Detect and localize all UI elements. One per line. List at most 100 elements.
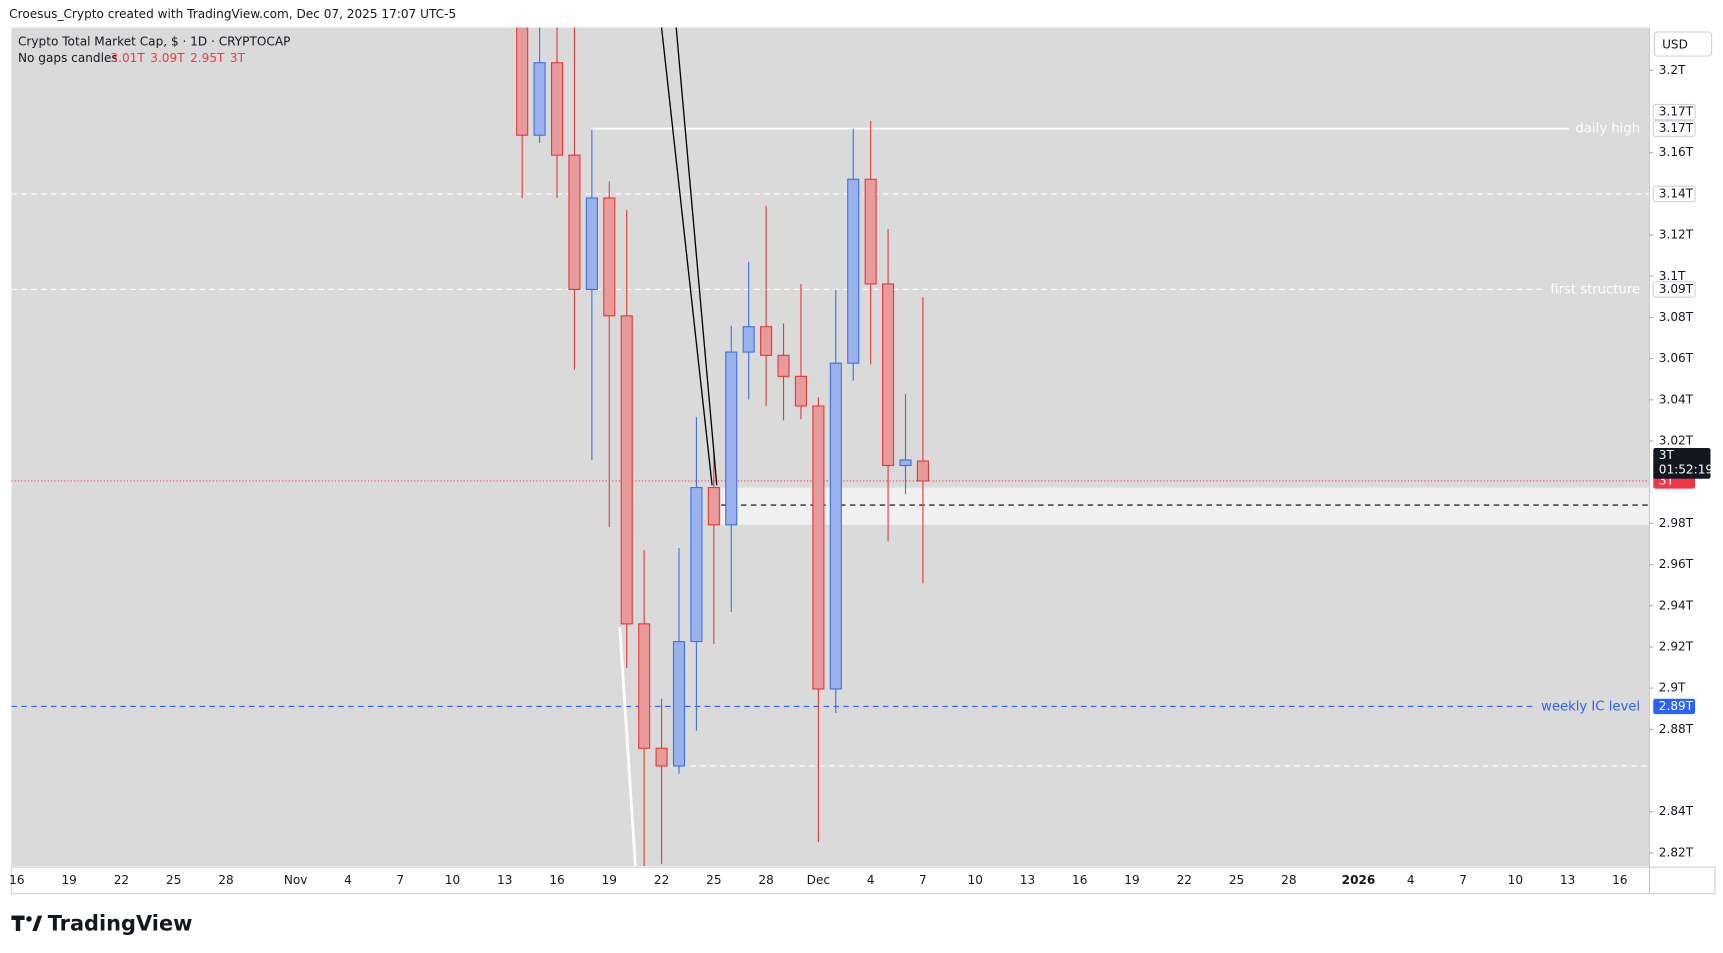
y-tick-label: 2.94T: [1659, 598, 1694, 612]
x-tick-label: 4: [344, 873, 352, 887]
x-tick-label: 19: [61, 873, 76, 887]
x-tick-label: 2026: [1342, 873, 1376, 887]
x-tick-label: 10: [1508, 873, 1523, 887]
y-tick-label: 2.92T: [1659, 639, 1694, 653]
price-badge-label: 3.17T: [1659, 105, 1694, 119]
x-tick-label: 16: [1072, 873, 1087, 887]
candle-body: [516, 27, 529, 136]
chart-title: Crypto Total Market Cap, $ · 1D · CRYPTO…: [18, 34, 290, 48]
candle-body: [568, 154, 581, 291]
candle-body: [777, 354, 790, 377]
x-tick-label: 28: [1281, 873, 1296, 887]
y-tick-label: 2.98T: [1659, 516, 1694, 530]
candle-body: [585, 197, 598, 291]
price-badge: [1652, 103, 1696, 121]
price-badge-label: 3.17T: [1659, 121, 1694, 135]
x-tick-label: 10: [445, 873, 460, 887]
drawings: [618, 27, 718, 867]
x-tick-label: 13: [1560, 873, 1575, 887]
axes: 2.82T 2.84T 2.88T 2.9T 2.92T 2.94T 2.96T 2.98T 3…: [9, 63, 1713, 887]
candle-body: [655, 747, 668, 767]
x-tick-label: 4: [867, 873, 875, 887]
legend-value: 2.95T: [190, 51, 225, 65]
candle-body: [760, 326, 773, 356]
candles: [516, 27, 929, 867]
candle-body: [864, 178, 877, 285]
candle-body: [916, 460, 929, 482]
y-tick-label: 3.2T: [1659, 63, 1686, 77]
candle-body: [690, 487, 703, 643]
legend-value: 3.01T: [110, 51, 145, 65]
levels: [11, 127, 1649, 767]
candle-body: [794, 375, 808, 407]
x-tick-label: 13: [1020, 873, 1035, 887]
x-tick-label: 7: [919, 873, 927, 887]
price-axis-background: [1649, 27, 1715, 867]
y-tick-label: 3.1T: [1659, 269, 1686, 283]
price-badge: [1652, 281, 1696, 298]
x-tick-label: 25: [1229, 873, 1244, 887]
brand-logo: [11, 915, 43, 931]
x-tick-label: 13: [497, 873, 512, 887]
price-badge: [1652, 185, 1696, 203]
candle-body: [882, 283, 895, 467]
candle-body: [638, 623, 651, 749]
countdown: 01:52:19: [1659, 462, 1713, 476]
time-axis-background: [10, 866, 1716, 895]
x-tick-label: 22: [114, 873, 129, 887]
x-tick-label: 7: [396, 873, 404, 887]
price-badge: [1652, 120, 1696, 137]
candle-body: [603, 197, 616, 317]
x-tick-label: 16: [549, 873, 564, 887]
x-tick-label: 28: [218, 873, 233, 887]
candle-body: [707, 487, 720, 526]
y-tick-label: 3.02T: [1659, 434, 1694, 448]
candle-body: [672, 641, 686, 767]
countdown-price: 3T: [1659, 448, 1675, 462]
attribution: Croesus_Crypto created with TradingView.…: [9, 7, 456, 21]
trend-line: [675, 27, 718, 486]
candle-body: [550, 62, 564, 156]
y-tick-label: 3.08T: [1659, 310, 1694, 324]
candle-body: [742, 326, 755, 353]
level-label: daily high: [1576, 122, 1641, 137]
x-tick-label: 16: [9, 873, 24, 887]
candle-body: [829, 362, 842, 690]
x-tick-label: 25: [166, 873, 181, 887]
countdown-badge: [1653, 447, 1711, 479]
trend-line: [618, 627, 637, 867]
currency[interactable]: USD: [1662, 38, 1688, 52]
x-tick-label: 22: [654, 873, 669, 887]
x-tick-label: 19: [1124, 873, 1139, 887]
y-tick-label: 3.04T: [1659, 392, 1694, 406]
x-tick-label: 7: [1459, 873, 1467, 887]
candle-body: [812, 405, 825, 690]
candle-body: [899, 459, 912, 467]
currency-box[interactable]: [1653, 31, 1713, 57]
y-tick-label: 2.96T: [1659, 557, 1694, 571]
price-badge-label: 3.14T: [1659, 186, 1694, 200]
chart-subtitle: No gaps candles: [18, 51, 118, 65]
x-tick-label: 19: [602, 873, 617, 887]
zone: [721, 487, 1649, 525]
x-tick-label: 4: [1407, 873, 1415, 887]
x-tick-label: 28: [758, 873, 773, 887]
candle-body: [725, 351, 738, 526]
y-tick-label: 3.12T: [1659, 228, 1694, 242]
trend-line: [660, 27, 713, 486]
level-label: first structure: [1550, 282, 1640, 297]
y-tick-label: 3.06T: [1659, 351, 1694, 365]
y-tick-label: 2.9T: [1659, 681, 1686, 695]
price-badge-label: 3.09T: [1659, 282, 1694, 296]
brand: TradingView: [48, 911, 193, 935]
x-tick-label: Nov: [284, 873, 308, 887]
legend-value: 3T: [230, 51, 246, 65]
y-tick-label: 3.16T: [1659, 145, 1694, 159]
x-tick-label: 22: [1177, 873, 1192, 887]
candle-body: [847, 178, 860, 364]
y-tick-label: 2.82T: [1659, 845, 1694, 859]
x-tick-label: 16: [1612, 873, 1627, 887]
price-badge: [1653, 698, 1696, 715]
